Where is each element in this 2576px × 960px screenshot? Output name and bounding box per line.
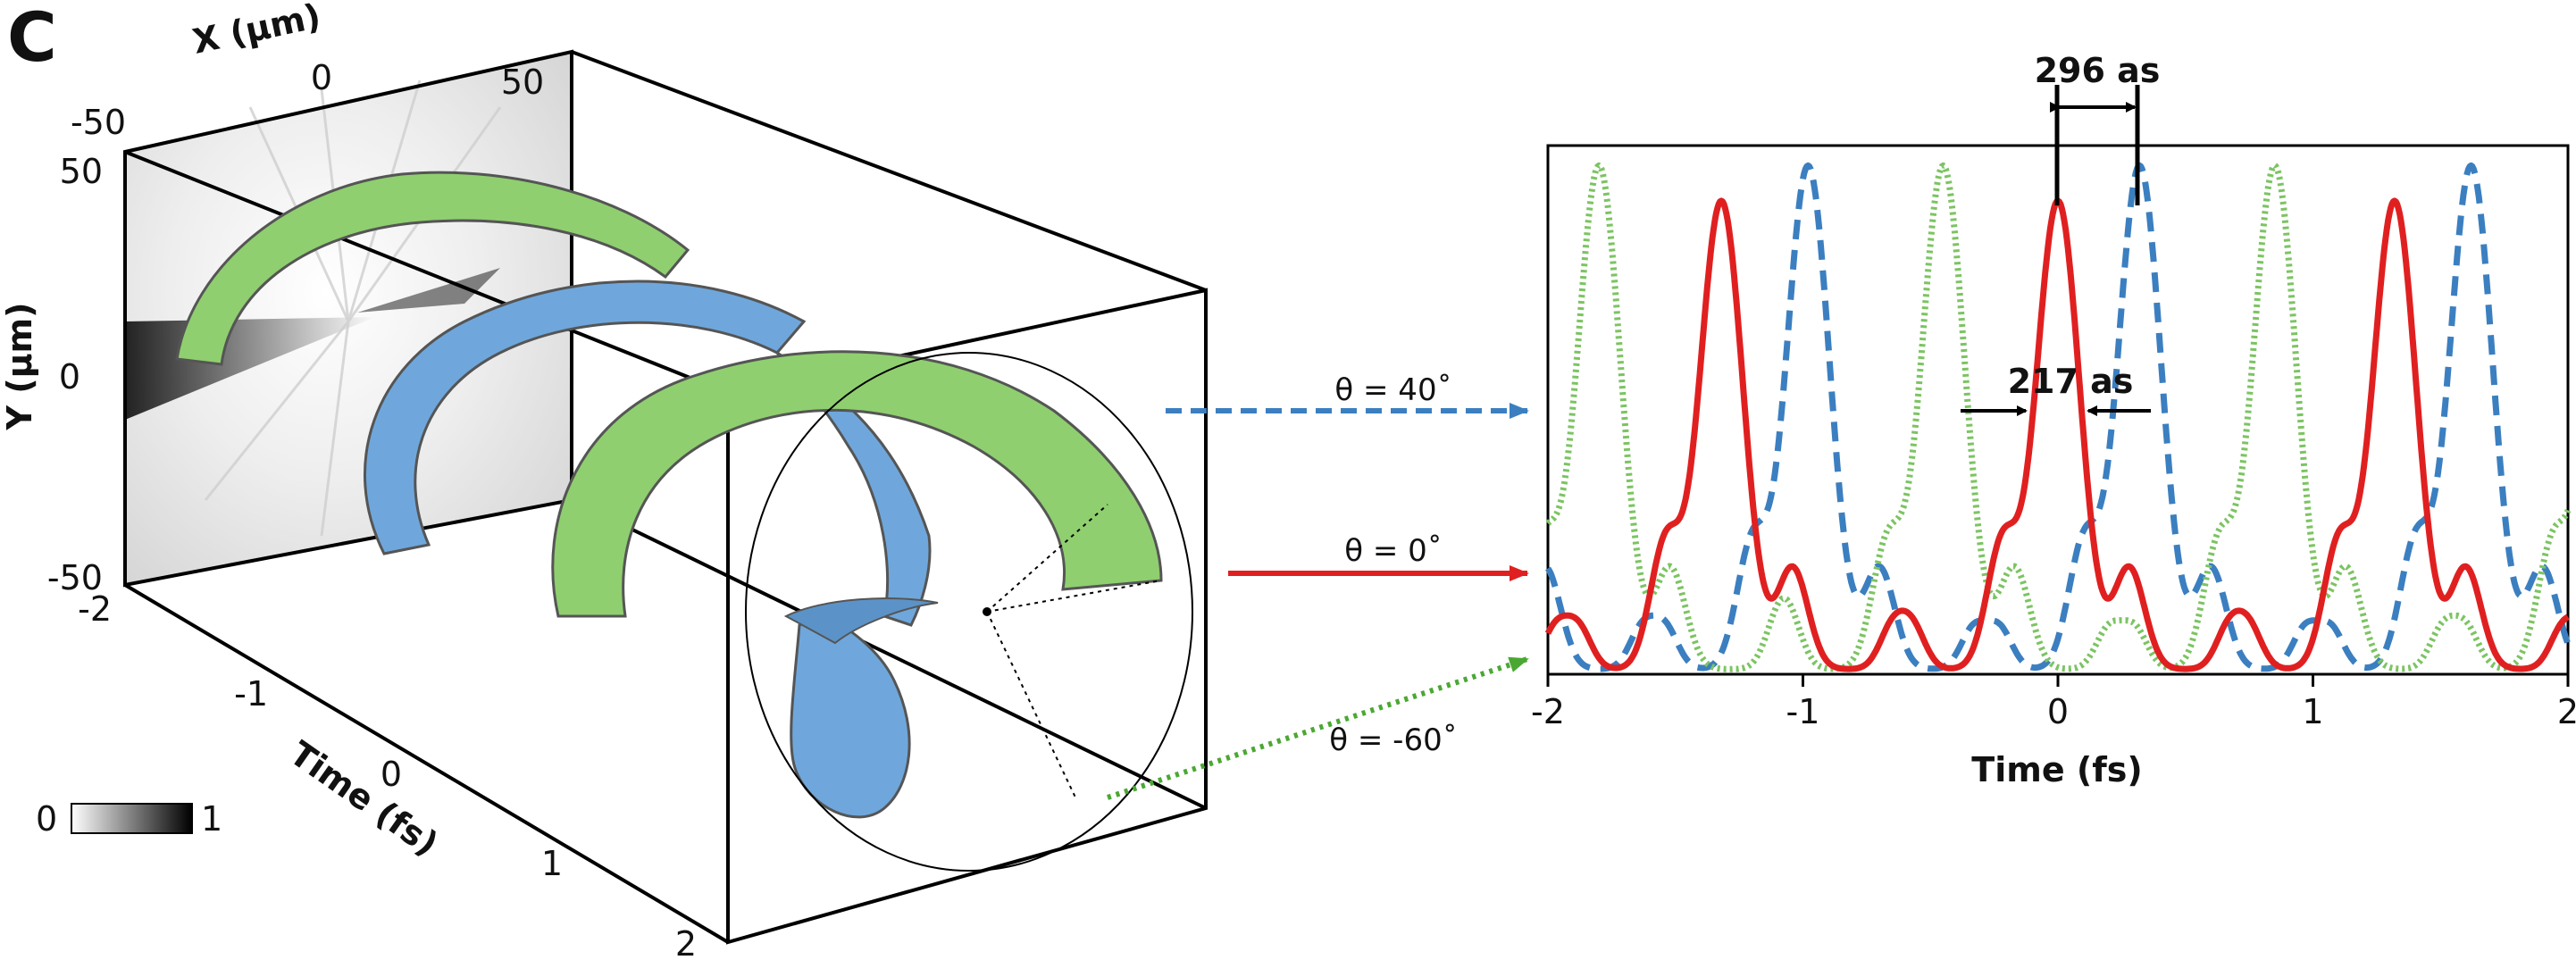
- series-line-theta40: [1545, 162, 2572, 672]
- center-dot: [983, 607, 991, 616]
- t-tick: 2: [675, 924, 697, 960]
- annotation-217as-label: 217 as: [2008, 362, 2134, 401]
- arrow-label-theta-60: θ = -60˚: [1329, 722, 1457, 758]
- colorbar: 0 1: [36, 799, 222, 839]
- helix-blue-2: [783, 597, 939, 819]
- y-axis-label: Y (μm): [0, 302, 39, 430]
- helix-blue-1: [364, 280, 932, 627]
- x-tick: -50: [71, 103, 126, 142]
- t-tick: -2: [78, 589, 112, 629]
- y-tick: 50: [60, 152, 103, 191]
- x-axis-label: X (μm): [189, 0, 324, 62]
- x-tick-label: 2: [2557, 692, 2576, 731]
- helix-green-2: [551, 350, 1163, 618]
- x-tick-label: -1: [1786, 692, 1820, 731]
- arrow-label-theta40: θ = 40˚: [1334, 372, 1451, 408]
- colorbar-max-label: 1: [201, 799, 222, 839]
- annotation-217as: 217 as: [1961, 362, 2151, 416]
- x-tick: 50: [501, 63, 544, 102]
- chart-x-axis-label: Time (fs): [1971, 750, 2142, 789]
- x-tick: 0: [311, 58, 332, 97]
- connector-arrows: θ = 40˚ θ = 0˚ θ = -60˚: [1107, 372, 1529, 800]
- x-ticks: -2 -1 0 1 2: [1531, 674, 2576, 731]
- arrow-theta-60: [1107, 656, 1529, 800]
- t-tick: 1: [541, 844, 563, 883]
- y-axis: Y (μm) 50 0 -50: [0, 152, 103, 597]
- dark-intensity-wedge-2: [357, 268, 500, 313]
- x-tick-label: 1: [2302, 692, 2323, 731]
- y-tick: 0: [59, 357, 80, 397]
- arrow-label-theta0: θ = 0˚: [1344, 533, 1443, 569]
- annotation-296as: 296 as: [2035, 51, 2161, 205]
- panel-letter: C: [7, 0, 57, 77]
- colorbar-min-label: 0: [36, 799, 57, 839]
- annotation-296as-label: 296 as: [2035, 51, 2161, 90]
- time-axis: Time (fs) -2 -1 0 1 2: [78, 589, 697, 960]
- y-tick: -50: [47, 558, 103, 597]
- intensity-rays: [204, 79, 502, 537]
- time-axis-label: Time (fs): [282, 733, 445, 864]
- pulse-chart: -2 -1 0 1 2 Time (fs) 296 as 217 as: [1531, 51, 2576, 789]
- front-circle: [745, 352, 1193, 872]
- box-3d: X (μm) -50 0 50 Y (μm) 50 0 -50 Time (fs…: [0, 0, 1208, 960]
- x-tick-label: 0: [2047, 692, 2069, 731]
- series-line-theta_minus60: [1545, 162, 2572, 672]
- plot-frame: [1546, 144, 2570, 676]
- t-tick: -1: [234, 674, 268, 714]
- helix-green-1: [175, 171, 690, 366]
- t-tick: 0: [381, 755, 402, 794]
- colorbar-gradient: [71, 803, 193, 834]
- box-edges: [123, 49, 1208, 945]
- x-tick-label: -2: [1531, 692, 1565, 731]
